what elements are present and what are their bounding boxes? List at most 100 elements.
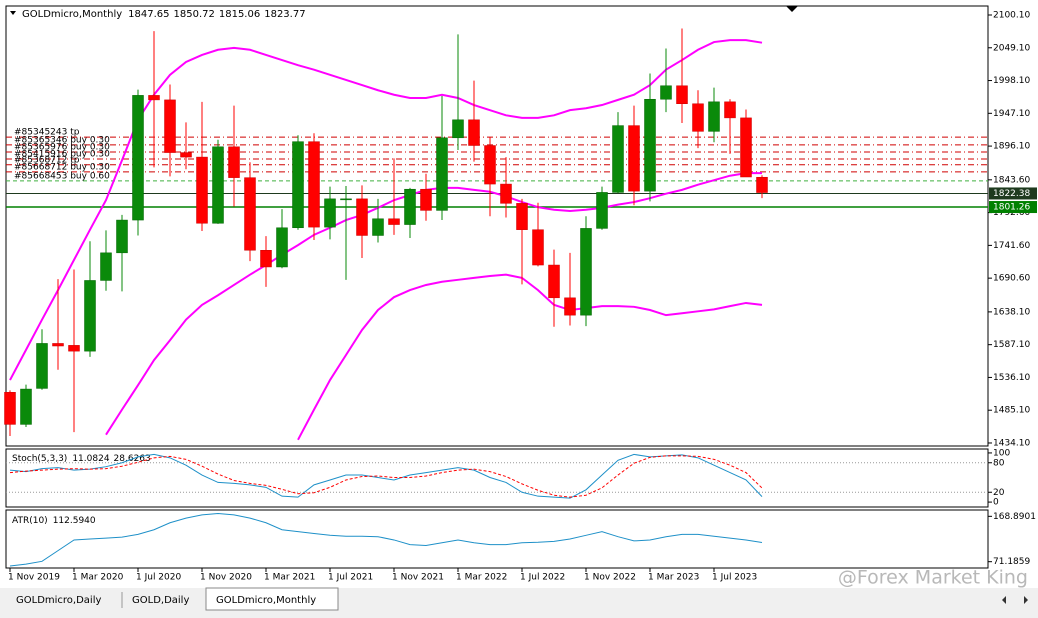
candle-body	[180, 152, 192, 158]
candle-body	[436, 137, 448, 211]
high: 1850.72	[174, 9, 215, 20]
candle-body	[324, 198, 336, 228]
y-tick-label: 2100.10	[993, 10, 1030, 20]
candle-body	[372, 218, 384, 236]
candle-body	[164, 99, 176, 153]
tab[interactable]: GOLDmicro,Monthly	[216, 595, 316, 606]
candle-body	[4, 392, 16, 425]
candle-body	[612, 125, 624, 193]
atr-value: 112.5940	[53, 516, 96, 526]
y-tick-label: 1947.10	[993, 109, 1030, 119]
y-tick-label: 71.1859	[993, 557, 1030, 567]
close: 1823.77	[264, 9, 305, 20]
price-tag	[989, 201, 1037, 214]
x-tick-label: 1 Jul 2022	[520, 573, 565, 583]
y-tick-label: 168.8901	[993, 512, 1036, 522]
y-tick-label: 20	[993, 488, 1005, 498]
order-label: #85365346 buy 0.30	[14, 135, 110, 145]
y-tick-label: 1998.10	[993, 76, 1030, 86]
candle-body	[468, 119, 480, 146]
stoch-title: Stoch(5,3,3)	[12, 454, 67, 464]
candle-body	[116, 219, 128, 254]
candle-body	[660, 85, 672, 100]
atr-title: ATR(10)	[12, 516, 48, 526]
menu-arrow[interactable]	[10, 11, 16, 15]
candle-body	[580, 228, 592, 316]
y-tick-label: 1690.60	[993, 274, 1030, 284]
y-tick-label: 1638.10	[993, 307, 1030, 317]
tab-bar	[0, 588, 1038, 618]
candle-body	[148, 95, 160, 101]
low: 1815.06	[219, 9, 260, 20]
candle-body	[212, 146, 224, 224]
x-tick-label: 1 Mar 2023	[648, 573, 699, 583]
candle-body	[100, 252, 112, 281]
order-label: #85345243 tp	[14, 128, 80, 138]
candle-body	[68, 345, 80, 352]
candle-body	[484, 145, 496, 185]
candle-body	[564, 297, 576, 316]
candle-body	[692, 103, 704, 132]
candle-body	[532, 229, 544, 266]
stoch-header: Stoch(5,3,3) 11.0824 28.6263	[12, 454, 151, 464]
x-tick-label: 1 Nov 2020	[200, 573, 252, 583]
tab[interactable]: GOLD,Daily	[132, 595, 189, 606]
candle-body	[276, 227, 288, 268]
order-label: #85668453 buy 0.60	[14, 171, 110, 181]
x-tick-label: 1 Jul 2021	[328, 573, 373, 583]
candle-body	[308, 141, 320, 228]
y-tick-label: 0	[993, 498, 999, 508]
y-tick-label: 1792.60	[993, 208, 1030, 218]
y-tick-label: 1536.10	[993, 373, 1030, 383]
candle-body	[644, 98, 656, 192]
atr-panel	[5, 509, 989, 569]
candle-body	[708, 101, 720, 132]
candle-body	[292, 141, 304, 229]
x-tick-label: 1 Mar 2022	[456, 573, 507, 583]
stoch-panel	[5, 448, 989, 508]
candle-body	[756, 176, 768, 193]
band-middle	[105, 172, 762, 436]
price-tag	[989, 187, 1037, 200]
candle-body	[676, 85, 688, 104]
y-tick-label: 1843.60	[993, 175, 1030, 185]
y-tick-label: 1485.10	[993, 406, 1030, 416]
scroll-left[interactable]	[1002, 596, 1006, 604]
candle-body	[740, 117, 752, 178]
tab[interactable]: GOLDmicro,Daily	[16, 595, 101, 606]
x-tick-label: 1 Nov 2022	[584, 573, 636, 583]
y-tick-label: 1741.60	[993, 241, 1030, 251]
candle-body	[52, 343, 64, 347]
x-tick-label: 1 Nov 2019	[8, 573, 60, 583]
y-tick-label: 1434.10	[993, 438, 1030, 448]
x-tick-label: 1 Mar 2021	[264, 573, 315, 583]
chart-header: GOLDmicro,Monthly 1847.65 1850.72 1815.06 18…	[22, 9, 306, 20]
y-tick-label: 80	[993, 458, 1005, 468]
band-lower	[297, 273, 763, 441]
candle-body	[452, 119, 464, 139]
active-tab[interactable]	[205, 587, 339, 611]
candle-body	[628, 125, 640, 192]
candle-body	[260, 250, 272, 268]
stoch-main: 11.0824	[72, 454, 109, 464]
price-tag-label: 1822.38	[993, 189, 1030, 199]
y-tick-label: 100	[993, 448, 1010, 458]
atr-header: ATR(10) 112.5940	[12, 516, 96, 526]
scroll-right[interactable]	[1024, 596, 1028, 604]
y-tick-label: 1587.10	[993, 340, 1030, 350]
y-tick-label: 2049.10	[993, 43, 1030, 53]
symbol: GOLDmicro,Monthly	[22, 9, 122, 20]
candle-body	[244, 177, 256, 251]
candle-body	[404, 188, 416, 225]
candle-body	[340, 198, 352, 201]
candle-body	[420, 188, 432, 211]
main-panel	[5, 5, 989, 447]
candle-body	[596, 192, 608, 229]
candle-body	[548, 264, 560, 299]
x-tick-label: 1 Mar 2020	[72, 573, 124, 583]
candle-body	[20, 388, 32, 425]
candle-body	[196, 156, 208, 224]
indicator-line	[9, 455, 763, 498]
order-label: #85415916 buy 0.30	[14, 150, 110, 160]
